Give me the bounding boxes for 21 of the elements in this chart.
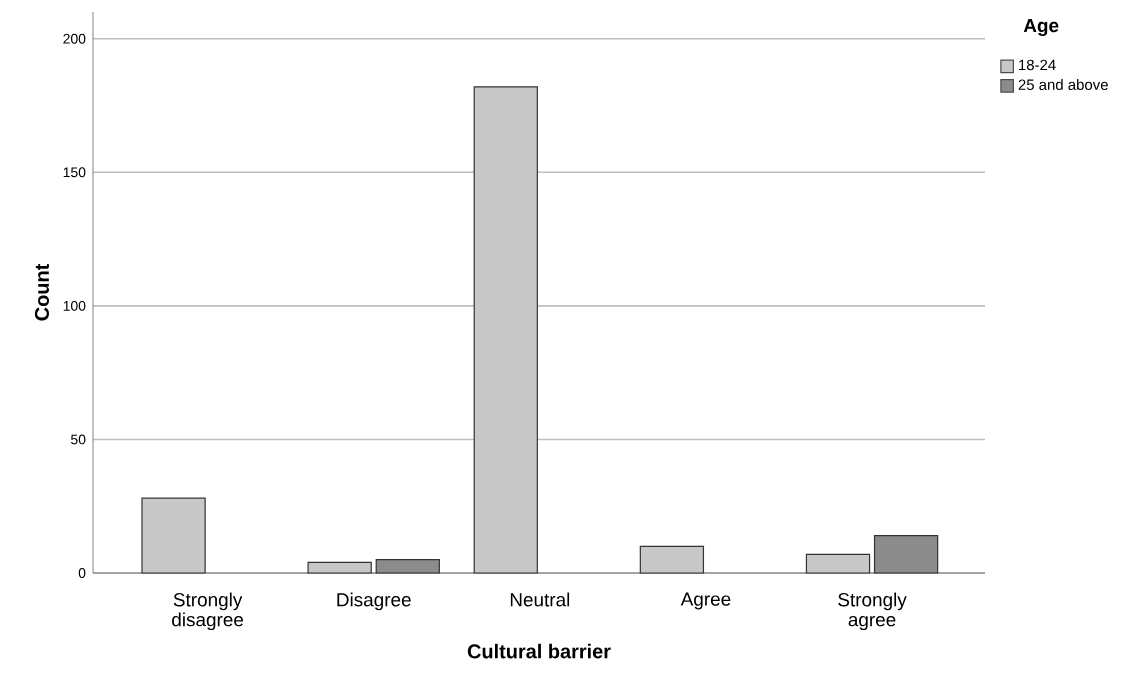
legend-label: 25 and above <box>1018 79 1108 91</box>
x-tick-label: Disagree <box>337 592 411 611</box>
bar <box>141 497 206 574</box>
x-tick-label: Neutral <box>510 592 570 607</box>
y-tick-label: 200 <box>63 33 86 44</box>
legend-label: 18-24 <box>1019 59 1056 71</box>
x-tick-label: Strongly disagree <box>172 592 244 631</box>
y-tick-label: 150 <box>63 167 86 178</box>
y-tick-label: 100 <box>63 300 86 311</box>
y-axis-title: Count <box>34 263 49 321</box>
y-tick-label: 0 <box>78 568 86 578</box>
x-axis-title: Cultural barrier <box>467 643 611 659</box>
bar <box>639 545 705 574</box>
bar <box>375 559 440 574</box>
x-tick-label: Strongly agree <box>838 592 907 631</box>
bar <box>873 535 939 574</box>
bar <box>805 553 871 574</box>
legend-title: Age <box>1023 19 1059 37</box>
bar <box>307 561 372 574</box>
y-tick-label: 50 <box>71 434 86 445</box>
x-tick-label: Agree <box>680 592 731 610</box>
